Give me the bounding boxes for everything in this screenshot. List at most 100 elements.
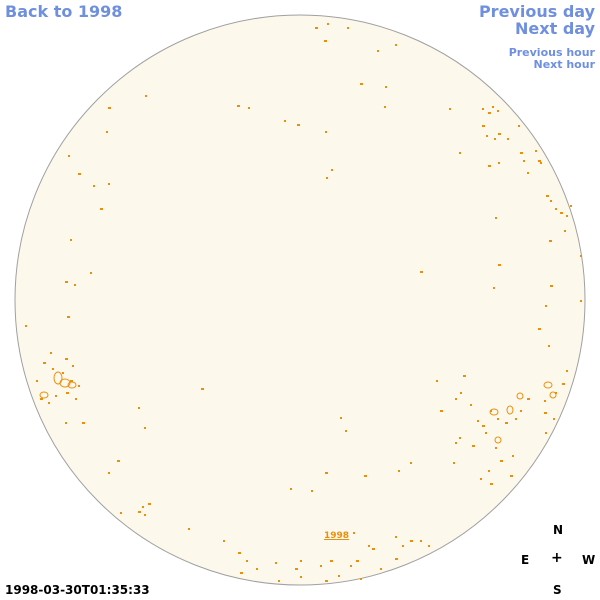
contour-mark [78,385,80,387]
contour-mark [488,165,491,167]
contour-mark [117,460,120,462]
contour-mark [90,272,92,274]
contour-mark [368,545,370,547]
contour-mark [290,488,292,490]
contour-loop [549,391,557,399]
contour-mark [482,125,485,127]
contour-mark [498,162,500,164]
contour-mark [545,432,547,434]
contour-loop [67,381,77,389]
contour-mark [325,472,328,474]
contour-mark [338,575,340,577]
contour-mark [540,162,542,164]
contour-mark [538,328,541,330]
contour-mark [570,205,572,207]
contour-mark [518,125,520,127]
contour-mark [330,560,333,562]
contour-mark [512,455,514,457]
contour-mark [50,352,52,354]
contour-mark [560,212,563,214]
contour-mark [410,540,413,542]
contour-mark [385,86,387,88]
contour-mark [472,445,475,447]
contour-mark [78,173,81,175]
contour-mark [360,578,362,580]
contour-mark [550,200,552,202]
contour-mark [72,365,74,367]
previous-hour-link[interactable]: Previous hour [508,46,595,59]
contour-mark [360,83,363,85]
contour-mark [470,404,472,406]
next-day-link[interactable]: Next day [515,19,595,38]
contour-mark [300,560,302,562]
contour-mark [380,568,382,570]
back-to-year-link[interactable]: Back to 1998 [5,2,123,21]
contour-mark [580,255,582,257]
contour-mark [553,418,555,420]
contour-mark [523,160,525,162]
contour-mark [48,402,50,404]
contour-mark [106,131,108,133]
contour-mark [223,540,225,542]
contour-mark [108,183,110,185]
contour-mark [65,358,68,360]
contour-mark [284,120,286,122]
previous-day-link[interactable]: Previous day [478,2,595,21]
next-hour-link[interactable]: Next hour [533,58,596,71]
contour-mark [240,572,243,574]
contour-mark [546,195,549,197]
contour-mark [62,372,64,374]
contour-mark [440,410,443,412]
contour-mark [436,380,438,382]
contour-mark [372,548,375,550]
observation-timestamp: 1998-03-30T01:35:33 [5,583,150,597]
contour-mark [480,478,482,480]
contour-mark [66,392,69,394]
contour-mark [100,208,103,210]
compass-south-label: S [553,583,562,597]
contour-mark [148,503,151,505]
contour-mark [490,410,492,412]
contour-mark [395,44,397,46]
contour-mark [395,536,397,538]
contour-mark [564,230,566,232]
contour-mark [300,576,302,578]
contour-mark [70,380,73,382]
contour-mark [490,483,493,485]
contour-mark [562,383,565,385]
contour-mark [43,362,46,364]
contour-mark [65,422,67,424]
contour-loop [489,408,499,416]
contour-mark [320,565,322,567]
contour-mark [25,325,27,327]
contour-mark [545,305,547,307]
contour-mark [493,287,495,289]
contour-mark [68,155,70,157]
contour-mark [566,370,568,372]
contour-mark [246,560,248,562]
contour-mark [550,285,553,287]
contour-mark [326,177,328,179]
contour-mark [40,398,43,400]
contour-mark [347,27,349,29]
solar-disk [14,14,586,586]
contour-mark [459,437,461,439]
contour-mark [548,345,550,347]
contour-mark [510,475,513,477]
contour-loop [516,392,524,400]
contour-mark [463,375,466,377]
contour-mark [527,172,529,174]
contour-mark [331,169,333,171]
contour-mark [325,580,328,582]
contour-mark [356,560,359,562]
contour-mark [82,422,85,424]
contour-mark [477,420,479,422]
contour-loop [494,436,502,444]
contour-mark [55,395,57,397]
contour-mark [494,138,496,140]
year-link[interactable]: 1998 [324,531,350,541]
contour-mark [138,511,141,513]
contour-mark [142,506,144,508]
contour-mark [420,271,423,273]
